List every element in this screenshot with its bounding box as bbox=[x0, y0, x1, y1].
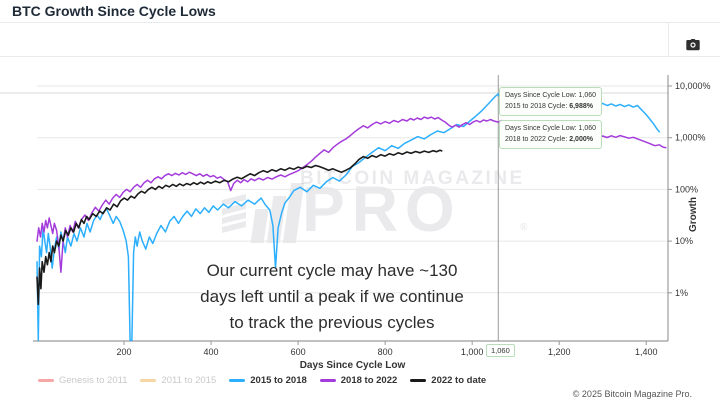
header-divider bbox=[0, 22, 720, 23]
x-tick-label: 600 bbox=[291, 347, 306, 357]
tooltip-value: 2,000% bbox=[569, 135, 593, 143]
x-tick-label: 200 bbox=[117, 347, 132, 357]
toolbar-divider bbox=[0, 56, 720, 57]
legend-label: Genesis to 2011 bbox=[59, 375, 128, 386]
tooltip-label: 2018 to 2022 Cycle: bbox=[505, 135, 568, 143]
y-tick-label: 10,000% bbox=[675, 81, 711, 91]
tooltip-value: 6,988% bbox=[569, 102, 593, 110]
watermark-bars-icon bbox=[222, 183, 305, 243]
legend-swatch bbox=[140, 379, 157, 382]
legend-swatch bbox=[410, 379, 427, 382]
x-tick-label: 1,200 bbox=[548, 347, 571, 357]
legend-label: 2015 to 2018 bbox=[250, 375, 307, 386]
x-tick-label: 1,400 bbox=[635, 347, 658, 357]
legend-swatch bbox=[229, 379, 246, 382]
page-title: BTC Growth Since Cycle Lows bbox=[12, 3, 216, 19]
tooltip-label: Days Since Cycle Low: bbox=[505, 92, 577, 99]
camera-icon bbox=[686, 38, 700, 51]
watermark-text-line2: PRO bbox=[302, 173, 462, 245]
chart-annotation: Our current cycle may have ~130 days lef… bbox=[158, 258, 506, 336]
annotation-line: to track the previous cycles bbox=[229, 313, 435, 332]
annotation-line: Our current cycle may have ~130 bbox=[206, 261, 458, 280]
y-tick-label: 1% bbox=[675, 288, 688, 298]
x-tick-label: 800 bbox=[378, 347, 393, 357]
tooltip-label: Days Since Cycle Low: bbox=[505, 125, 577, 132]
y-axis-title: Growth bbox=[688, 197, 699, 232]
tooltip-line: 2015 to 2018 Cycle: 6,988% bbox=[505, 102, 596, 113]
chart-tooltip-2018-2022: Days Since Cycle Low: 1,060 2018 to 2022… bbox=[499, 120, 603, 149]
chart-legend: Genesis to 2011 2011 to 2015 2015 to 2018 2… bbox=[38, 375, 486, 386]
legend-item-2015-to-2018[interactable]: 2015 to 2018 bbox=[229, 375, 307, 386]
y-tick-label: 10% bbox=[675, 236, 693, 246]
y-tick-label: 1,000% bbox=[675, 133, 706, 143]
legend-item-genesis-to-2011[interactable]: Genesis to 2011 bbox=[38, 375, 127, 386]
legend-item-2018-to-2022[interactable]: 2018 to 2022 bbox=[319, 375, 398, 386]
chart-tooltip-2015-2018: Days Since Cycle Low: 1,060 2015 to 2018… bbox=[499, 87, 603, 116]
legend-swatch bbox=[319, 379, 336, 382]
export-screenshot-button[interactable] bbox=[680, 35, 706, 54]
tooltip-value: 1,060 bbox=[578, 92, 597, 99]
toolbar-separator bbox=[668, 23, 669, 56]
x-tick-label: 1,000 bbox=[461, 347, 484, 357]
bitcoin-magazine-pro-watermark: BITCOIN MAGAZINE PRO ® bbox=[222, 166, 527, 246]
annotation-line: days left until a peak if we continue bbox=[200, 287, 464, 306]
legend-label: 2011 to 2015 bbox=[161, 375, 217, 386]
legend-label: 2022 to date bbox=[431, 375, 487, 386]
copyright-footer: © 2025 Bitcoin Magazine Pro. bbox=[572, 389, 692, 399]
tooltip-line: 2018 to 2022 Cycle: 2,000% bbox=[505, 135, 596, 146]
tooltip-value: 1,060 bbox=[578, 125, 597, 132]
legend-swatch bbox=[38, 379, 54, 382]
tooltip-line: Days Since Cycle Low: 1,060 bbox=[505, 91, 596, 102]
legend-label: 2018 to 2022 bbox=[340, 375, 398, 386]
tooltip-label: 2015 to 2018 Cycle: bbox=[505, 102, 568, 110]
legend-item-2011-to-2015[interactable]: 2011 to 2015 bbox=[140, 375, 216, 386]
crosshair-x-label: 1,060 bbox=[486, 344, 515, 357]
x-axis-title: Days Since Cycle Low bbox=[299, 360, 406, 371]
x-tick-label: 400 bbox=[204, 347, 219, 357]
legend-item-2022-to-date[interactable]: 2022 to date bbox=[410, 375, 486, 386]
tooltip-line: Days Since Cycle Low: 1,060 bbox=[505, 124, 596, 135]
registered-mark: ® bbox=[520, 222, 528, 233]
